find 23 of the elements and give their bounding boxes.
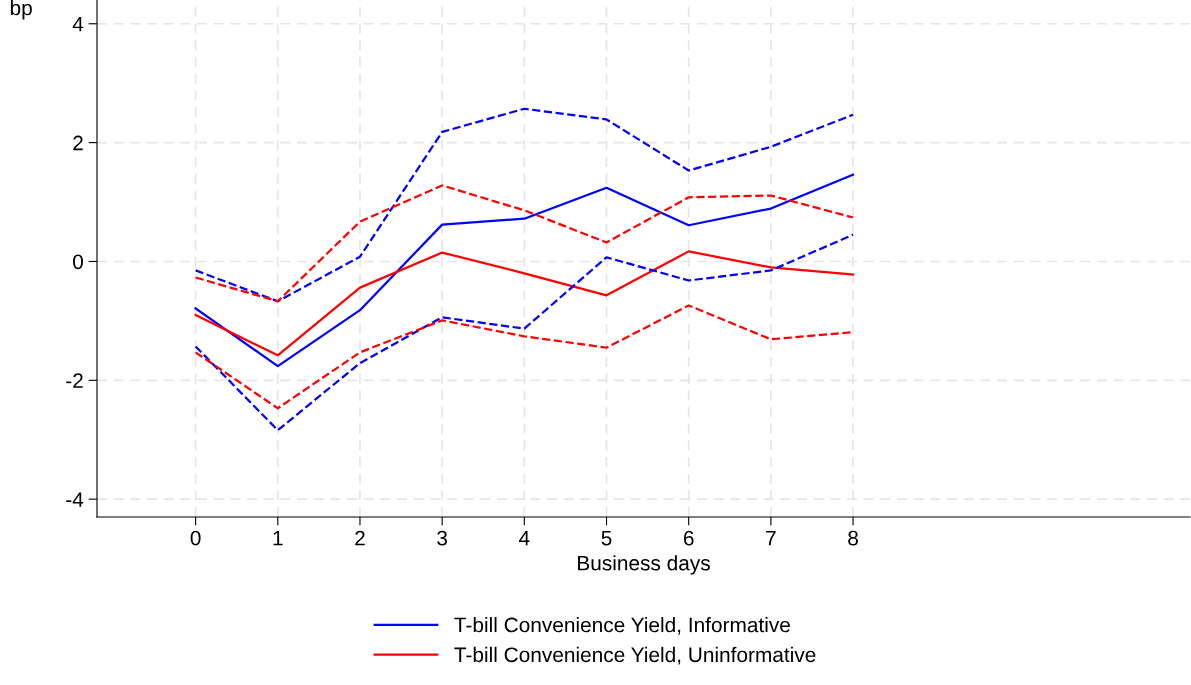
legend-label: T-bill Convenience Yield, Informative	[454, 616, 790, 635]
x-tick-label: 8	[848, 530, 858, 546]
y-tick-label: 4	[72, 16, 84, 32]
line-series	[194, 173, 855, 368]
y-axis-title: bp	[10, 0, 32, 20]
y-tick-label: -2	[66, 373, 83, 388]
line-series	[194, 233, 855, 432]
line-series	[194, 250, 855, 357]
x-tick-label: 2	[355, 530, 365, 546]
x-tick-label: 1	[273, 530, 283, 546]
x-axis-title: Business days	[578, 555, 710, 575]
x-tick-label: 4	[519, 530, 530, 546]
x-tick-label: 7	[766, 530, 776, 546]
line-series	[194, 184, 855, 303]
x-tick-label: 6	[683, 530, 694, 546]
x-tick-label: 0	[190, 530, 201, 546]
y-tick-label: 2	[73, 135, 83, 151]
x-tick-label: 5	[601, 530, 612, 546]
y-tick-label: -4	[66, 492, 84, 507]
legend-label: T-bill Convenience Yield, Uninformative	[454, 646, 816, 665]
x-tick-label: 3	[437, 530, 448, 546]
line-series	[194, 107, 855, 303]
y-tick-label: 0	[73, 254, 83, 270]
